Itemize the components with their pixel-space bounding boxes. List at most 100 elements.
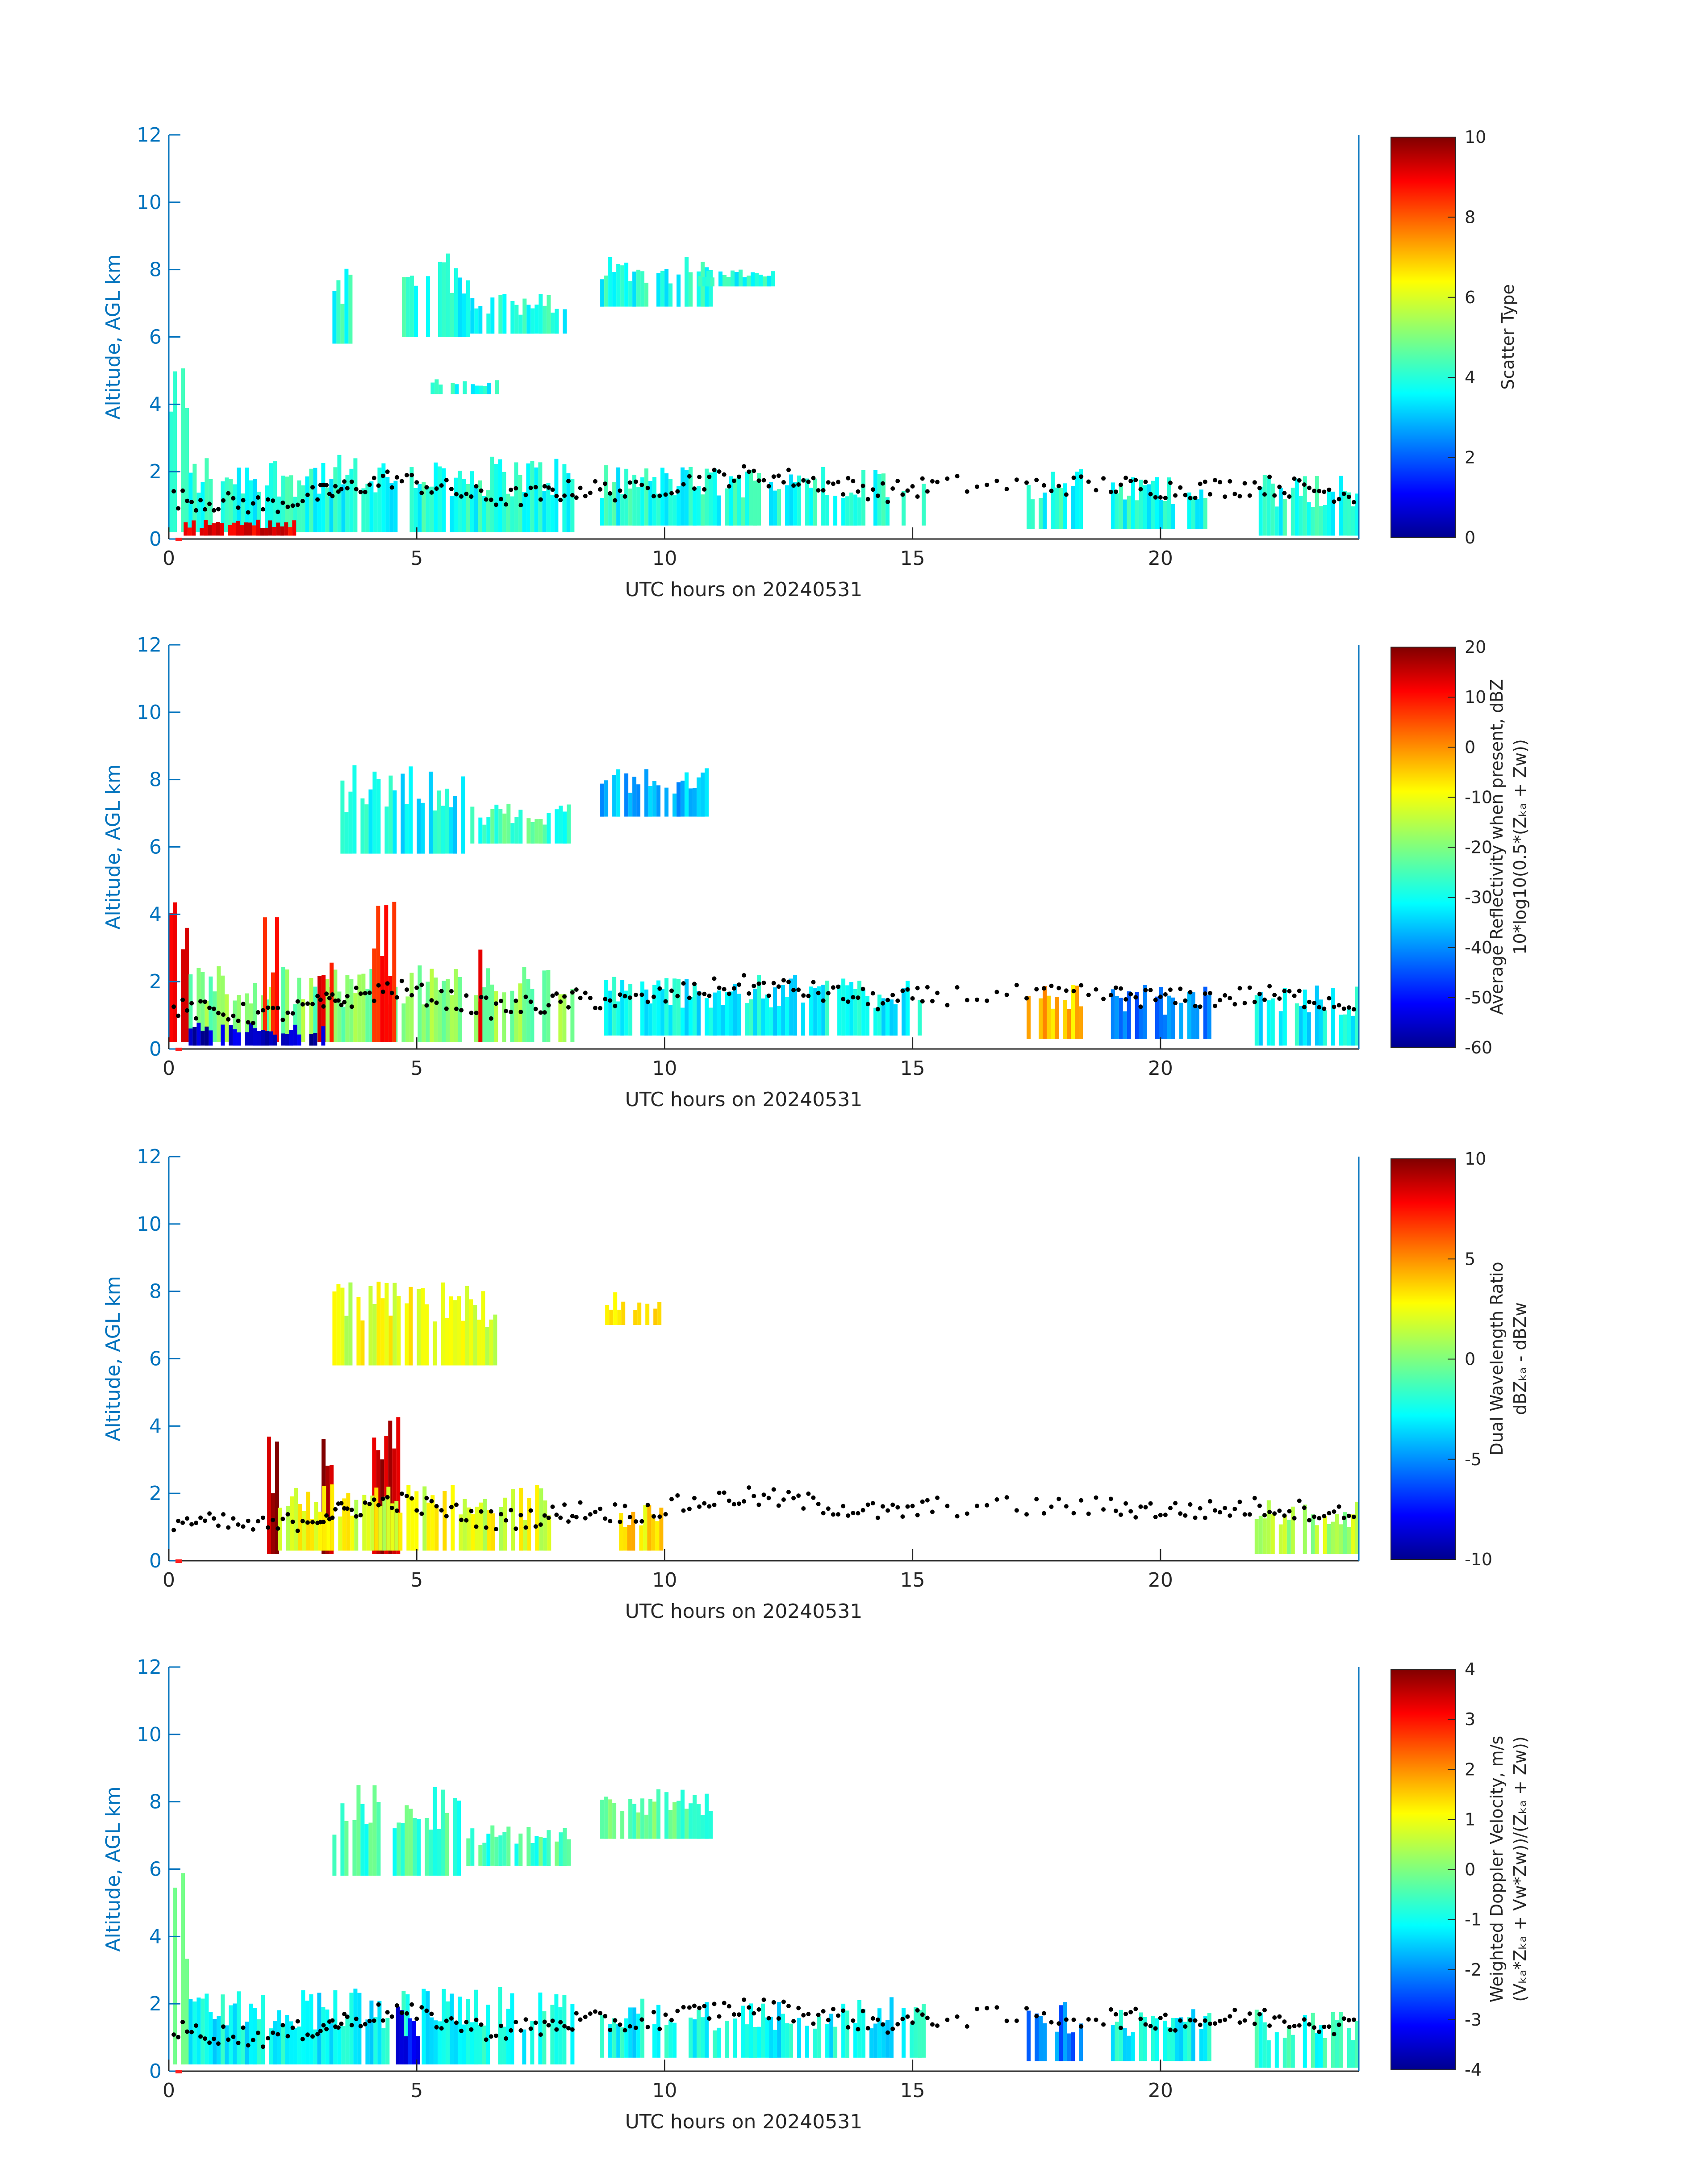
cloud-base-dot <box>1024 2006 1029 2011</box>
echo-column <box>1199 2029 1203 2061</box>
echo-column <box>253 479 257 532</box>
cloud-base-dot <box>285 1512 290 1517</box>
echo-column <box>353 458 358 532</box>
cloud-base-dot <box>376 1503 381 1508</box>
echo-column <box>705 998 709 1036</box>
echo-column <box>1139 2012 1143 2061</box>
cloud-base-dot <box>860 1508 865 1513</box>
cloud-base-dot <box>1178 485 1183 490</box>
cloud-base-dot <box>504 1518 509 1523</box>
echo-column <box>502 472 506 532</box>
echo-column <box>902 491 906 526</box>
echo-column <box>558 2007 563 2064</box>
y-tick-label: 12 <box>137 634 162 656</box>
echo-column <box>404 2036 408 2064</box>
cloud-base-dot <box>1257 1503 1262 1508</box>
cloud-base-dot <box>681 1508 686 1513</box>
cloud-base-dot <box>975 997 979 1002</box>
x-tick-label: 15 <box>900 1057 925 1080</box>
y-tick-label: 12 <box>137 124 162 146</box>
echo-column <box>648 786 653 817</box>
cloud-base-dot <box>593 2009 597 2014</box>
echo-column <box>445 789 449 854</box>
cloud-base-dot <box>821 488 826 493</box>
echo-column <box>841 2003 846 2058</box>
echo-column <box>313 468 317 532</box>
echo-column <box>1191 2009 1195 2061</box>
cloud-base-dot <box>702 1501 707 1506</box>
echo-column <box>689 1803 693 1839</box>
echo-column <box>232 522 236 536</box>
cloud-base-dot <box>860 986 865 991</box>
echo-column <box>449 807 453 854</box>
echo-column <box>539 1488 543 1551</box>
cloud-base-dot <box>261 507 265 512</box>
echo-column <box>349 468 354 532</box>
echo-column <box>845 496 850 526</box>
colorbar-tick-label: 3 <box>1465 1709 1475 1729</box>
origin-marker <box>175 2070 182 2073</box>
echo-column <box>382 1496 387 1551</box>
cloud-base-dot <box>875 1515 880 1520</box>
cloud-base-dot <box>1133 995 1138 1000</box>
cloud-base-dot <box>324 483 329 488</box>
echo-column <box>1071 486 1075 529</box>
echo-column <box>821 467 826 526</box>
cloud-base-dot <box>1223 2018 1228 2022</box>
echo-column <box>612 775 617 817</box>
cloud-base-dot <box>405 2011 409 2016</box>
echo-column <box>1151 2016 1155 2061</box>
echo-column <box>209 479 213 532</box>
echo-column <box>518 810 523 844</box>
echo-column <box>539 819 543 844</box>
echo-column <box>660 271 665 307</box>
cloud-base-dot <box>189 1522 194 1527</box>
echo-column <box>341 2026 346 2064</box>
cloud-base-dot <box>1287 494 1292 499</box>
echo-column <box>644 468 649 526</box>
echo-column <box>652 985 657 1036</box>
echo-column <box>457 1296 461 1366</box>
echo-column <box>1171 997 1175 1039</box>
cloud-base-dot <box>801 993 806 998</box>
cloud-base-dot <box>509 487 514 492</box>
cloud-base-dot <box>558 1515 563 1520</box>
echo-column <box>608 1799 613 1839</box>
cloud-base-dot <box>372 1497 376 1502</box>
cloud-base-dot <box>731 2012 736 2017</box>
echo-column <box>253 2008 257 2064</box>
cloud-base-dot <box>1004 2018 1009 2023</box>
echo-column <box>1119 2010 1123 2061</box>
cloud-base-dot <box>1119 986 1123 991</box>
echo-column <box>228 525 232 536</box>
echo-column <box>1331 2012 1335 2068</box>
echo-column <box>445 1813 449 1876</box>
y-tick-label: 0 <box>149 1550 162 1572</box>
cloud-base-dot <box>566 1005 571 1010</box>
echo-column <box>461 1320 465 1366</box>
cloud-base-dot <box>419 982 424 987</box>
echo-column <box>668 1809 673 1839</box>
cloud-base-dots <box>171 1997 1356 2049</box>
echo-column <box>369 481 374 532</box>
cloud-base-dot <box>266 1005 271 1010</box>
echo-column <box>612 272 617 307</box>
cloud-base-dot <box>1086 2017 1091 2022</box>
echo-column <box>1111 482 1115 529</box>
echo-column <box>1347 2028 1351 2068</box>
echo-column <box>348 1282 353 1366</box>
cloud-base-dot <box>380 2018 385 2023</box>
echo-column <box>454 969 458 1042</box>
echo-column <box>562 994 567 1042</box>
cloud-base-dot <box>1188 990 1193 994</box>
x-tick-label: 5 <box>410 1057 423 1080</box>
cloud-base-dot <box>1049 983 1054 988</box>
echo-column <box>733 478 737 526</box>
echo-column <box>446 2001 450 2064</box>
echo-column <box>781 985 785 1036</box>
cloud-base-dot <box>324 1513 329 1518</box>
echo-column <box>685 470 689 526</box>
cloud-base-dot <box>1262 997 1267 1002</box>
echo-column <box>645 1304 650 1325</box>
x-tick-label: 0 <box>163 547 175 570</box>
